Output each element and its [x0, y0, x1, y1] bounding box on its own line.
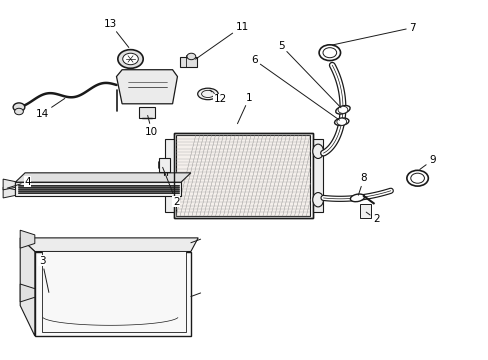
Bar	[179, 57, 197, 67]
Polygon shape	[15, 182, 181, 196]
Ellipse shape	[334, 118, 348, 126]
Bar	[159, 158, 169, 172]
Polygon shape	[20, 230, 35, 248]
Circle shape	[319, 45, 340, 60]
Bar	[173, 134, 312, 218]
Bar	[164, 139, 173, 212]
Bar	[139, 107, 155, 118]
Circle shape	[406, 170, 427, 186]
Bar	[359, 204, 370, 218]
Bar	[176, 135, 310, 216]
Text: 8: 8	[358, 173, 366, 195]
Text: 12: 12	[209, 90, 226, 104]
Text: 7: 7	[332, 23, 415, 45]
Polygon shape	[20, 238, 35, 336]
Text: 5: 5	[277, 41, 340, 108]
Text: 10: 10	[145, 116, 158, 136]
Text: 2: 2	[163, 167, 179, 207]
Polygon shape	[20, 238, 198, 252]
Text: 13: 13	[103, 19, 128, 48]
Text: 4: 4	[7, 177, 31, 188]
Circle shape	[15, 108, 23, 115]
Polygon shape	[116, 70, 177, 104]
Circle shape	[122, 53, 138, 65]
Circle shape	[337, 106, 347, 113]
Ellipse shape	[312, 193, 323, 207]
Text: 3: 3	[39, 256, 49, 292]
Ellipse shape	[312, 144, 323, 158]
Polygon shape	[15, 173, 190, 182]
Ellipse shape	[197, 88, 218, 100]
Text: 9: 9	[419, 155, 435, 170]
Ellipse shape	[335, 105, 349, 114]
Circle shape	[336, 118, 346, 125]
Bar	[173, 134, 312, 218]
Polygon shape	[20, 284, 35, 302]
Text: 11: 11	[195, 22, 248, 59]
Circle shape	[186, 53, 195, 60]
Ellipse shape	[350, 194, 364, 202]
Polygon shape	[3, 179, 15, 190]
Text: 6: 6	[250, 55, 339, 120]
Polygon shape	[35, 252, 190, 336]
Text: 14: 14	[36, 98, 65, 119]
Bar	[42, 251, 185, 332]
Text: 1: 1	[237, 93, 252, 124]
Bar	[312, 139, 323, 212]
Text: 2: 2	[366, 212, 379, 224]
Circle shape	[118, 50, 143, 68]
Circle shape	[13, 103, 25, 112]
Polygon shape	[3, 187, 15, 198]
